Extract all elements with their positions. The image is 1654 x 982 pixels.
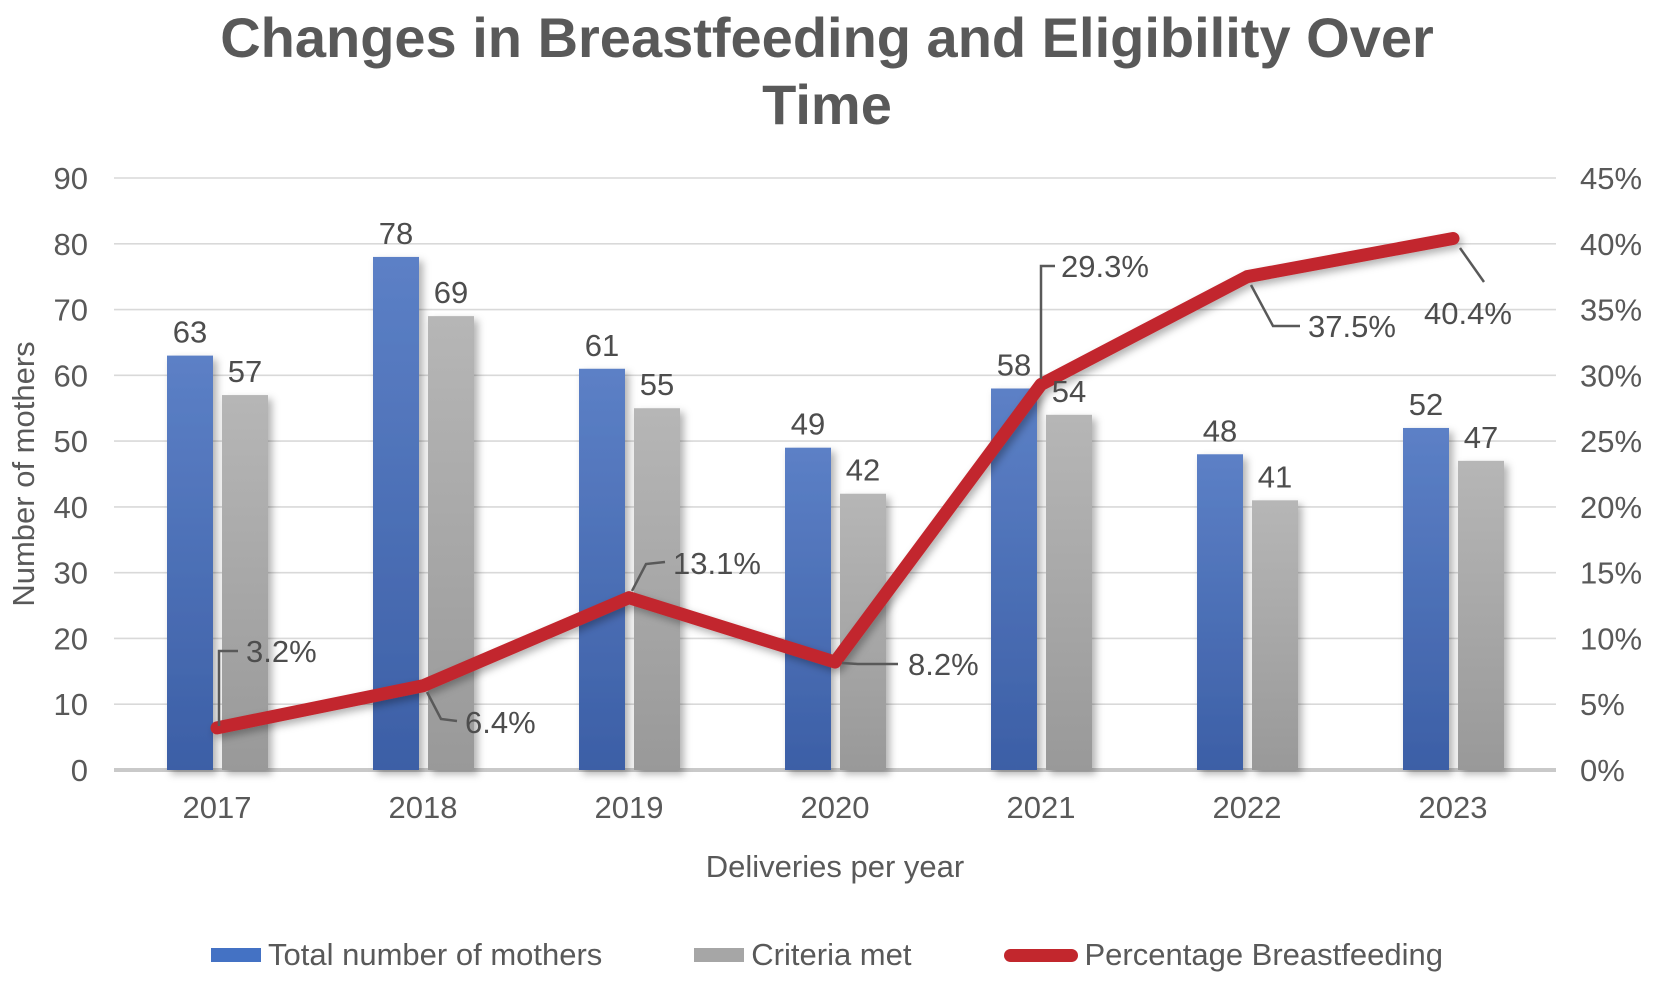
left-axis-tick-label: 80 [54,227,88,262]
bar-total-mothers-2020 [785,447,831,770]
bar-label-criteria-met-2020: 42 [846,453,880,488]
line-point-label-2022: 37.5% [1308,309,1396,344]
bar-criteria-met-2022 [1252,500,1298,770]
leader-line-2023 [1458,247,1486,283]
y-axis-title: Number of mothers [6,341,41,606]
x-axis-tick-label: 2017 [183,790,252,825]
chart-title: Changes in Breastfeeding and Eligibility… [0,4,1654,138]
bar-label-criteria-met-2018: 69 [434,275,468,310]
left-axis-tick-label: 10 [54,687,88,722]
right-axis-tick-label: 35% [1580,293,1642,328]
line-point-label-2020: 8.2% [908,647,979,682]
legend-label-percentage-breastfeeding: Percentage Breastfeeding [1084,937,1443,972]
left-axis-tick-label: 30 [54,556,88,591]
legend-item-total-mothers: Total number of mothers [211,937,602,973]
left-axis-tick-label: 50 [54,424,88,459]
right-axis-ticks: 0% 5% 10% 15% 20% 25% 30% 35% 40% 45% [1580,161,1642,788]
bar-label-criteria-met-2021: 54 [1052,374,1086,409]
right-axis-tick-label: 30% [1580,358,1642,393]
bar-label-total-mothers-2018: 78 [379,216,413,251]
bar-label-total-mothers-2017: 63 [173,315,207,350]
bar-total-mothers-2017 [167,355,213,770]
right-axis-tick-label: 5% [1580,687,1625,722]
left-axis-tick-label: 20 [54,621,88,656]
x-axis-tick-label: 2020 [801,790,870,825]
right-axis-tick-label: 0% [1580,753,1625,788]
left-axis-tick-label: 70 [54,293,88,328]
left-axis-tick-label: 40 [54,490,88,525]
leader-line-2019 [630,560,666,592]
bar-label-total-mothers-2020: 49 [791,407,825,442]
line-data-callouts: 3.2% 6.4% 13.1% 8.2% 29.3% 37.5% 40.4% [217,247,1512,740]
line-point-label-2023: 40.4% [1424,296,1512,331]
line-point-label-2021: 29.3% [1061,249,1149,284]
leader-line-2020 [841,661,898,666]
bar-label-total-mothers-2019: 61 [585,328,619,363]
bar-criteria-met-2018 [428,316,474,770]
gridlines [114,177,1556,772]
line-point-label-2017: 3.2% [246,634,317,669]
x-axis-tick-label: 2021 [1007,790,1076,825]
legend-item-criteria-met: Criteria met [694,937,912,973]
x-axis-tick-label: 2022 [1213,790,1282,825]
bar-label-criteria-met-2017: 57 [228,354,262,389]
bar-total-mothers-2023 [1403,427,1449,770]
right-axis-tick-label: 20% [1580,490,1642,525]
left-axis-tick-label: 90 [54,161,88,196]
bar-criteria-met-2021 [1046,414,1092,770]
x-axis-tick-label: 2019 [595,790,664,825]
right-axis-tick-label: 40% [1580,227,1642,262]
bar-label-criteria-met-2022: 41 [1258,459,1292,494]
bar-criteria-met-2017 [222,395,268,770]
right-axis-tick-label: 45% [1580,161,1642,196]
legend-item-percentage-breastfeeding: Percentage Breastfeeding [1003,937,1443,973]
bar-label-criteria-met-2019: 55 [640,367,674,402]
x-axis-tick-label: 2018 [389,790,458,825]
bar-criteria-met-2019 [634,408,680,770]
line-series-group [210,232,1460,735]
leader-line-2018 [425,691,458,723]
chart-legend: Total number of mothers Criteria met Per… [0,928,1654,982]
bar-label-total-mothers-2023: 52 [1409,387,1443,422]
bar-data-labels: 63 78 61 49 58 48 52 57 69 55 42 54 41 47 [173,216,1498,494]
bar-total-mothers-2019 [579,368,625,770]
legend-swatch-percentage-breastfeeding [1003,948,1078,962]
left-axis-tick-label: 0 [71,753,88,788]
x-axis-tick-label: 2023 [1419,790,1488,825]
line-point-label-2019: 13.1% [673,546,761,581]
left-axis-ticks: 0 10 20 30 40 50 60 70 80 90 [54,161,88,788]
bar-label-criteria-met-2023: 47 [1464,420,1498,455]
x-axis-ticks: 2017 2018 2019 2020 2021 2022 2023 [183,790,1488,825]
bar-label-total-mothers-2022: 48 [1203,413,1237,448]
line-point-label-2018: 6.4% [465,705,536,740]
right-axis-tick-label: 25% [1580,424,1642,459]
chart-title-line-1: Changes in Breastfeeding and Eligibility… [220,6,1434,69]
legend-swatch-criteria-met [694,948,745,962]
bar-criteria-met-2023 [1458,460,1504,770]
line-percentage-breastfeeding [210,232,1460,735]
leader-line-2022 [1249,284,1300,328]
legend-label-total-mothers: Total number of mothers [268,937,603,972]
right-axis-tick-label: 10% [1580,621,1642,656]
bar-label-total-mothers-2021: 58 [997,347,1031,382]
chart-title-line-2: Time [762,73,892,137]
right-axis-tick-label: 15% [1580,556,1642,591]
legend-swatch-total-mothers [211,948,262,962]
leader-line-2021 [1039,264,1055,379]
legend-label-criteria-met: Criteria met [751,937,912,972]
x-axis-title: Deliveries per year [706,849,964,884]
left-axis-tick-label: 60 [54,358,88,393]
bar-total-mothers-2022 [1197,454,1243,770]
leader-line-2017 [217,649,238,726]
